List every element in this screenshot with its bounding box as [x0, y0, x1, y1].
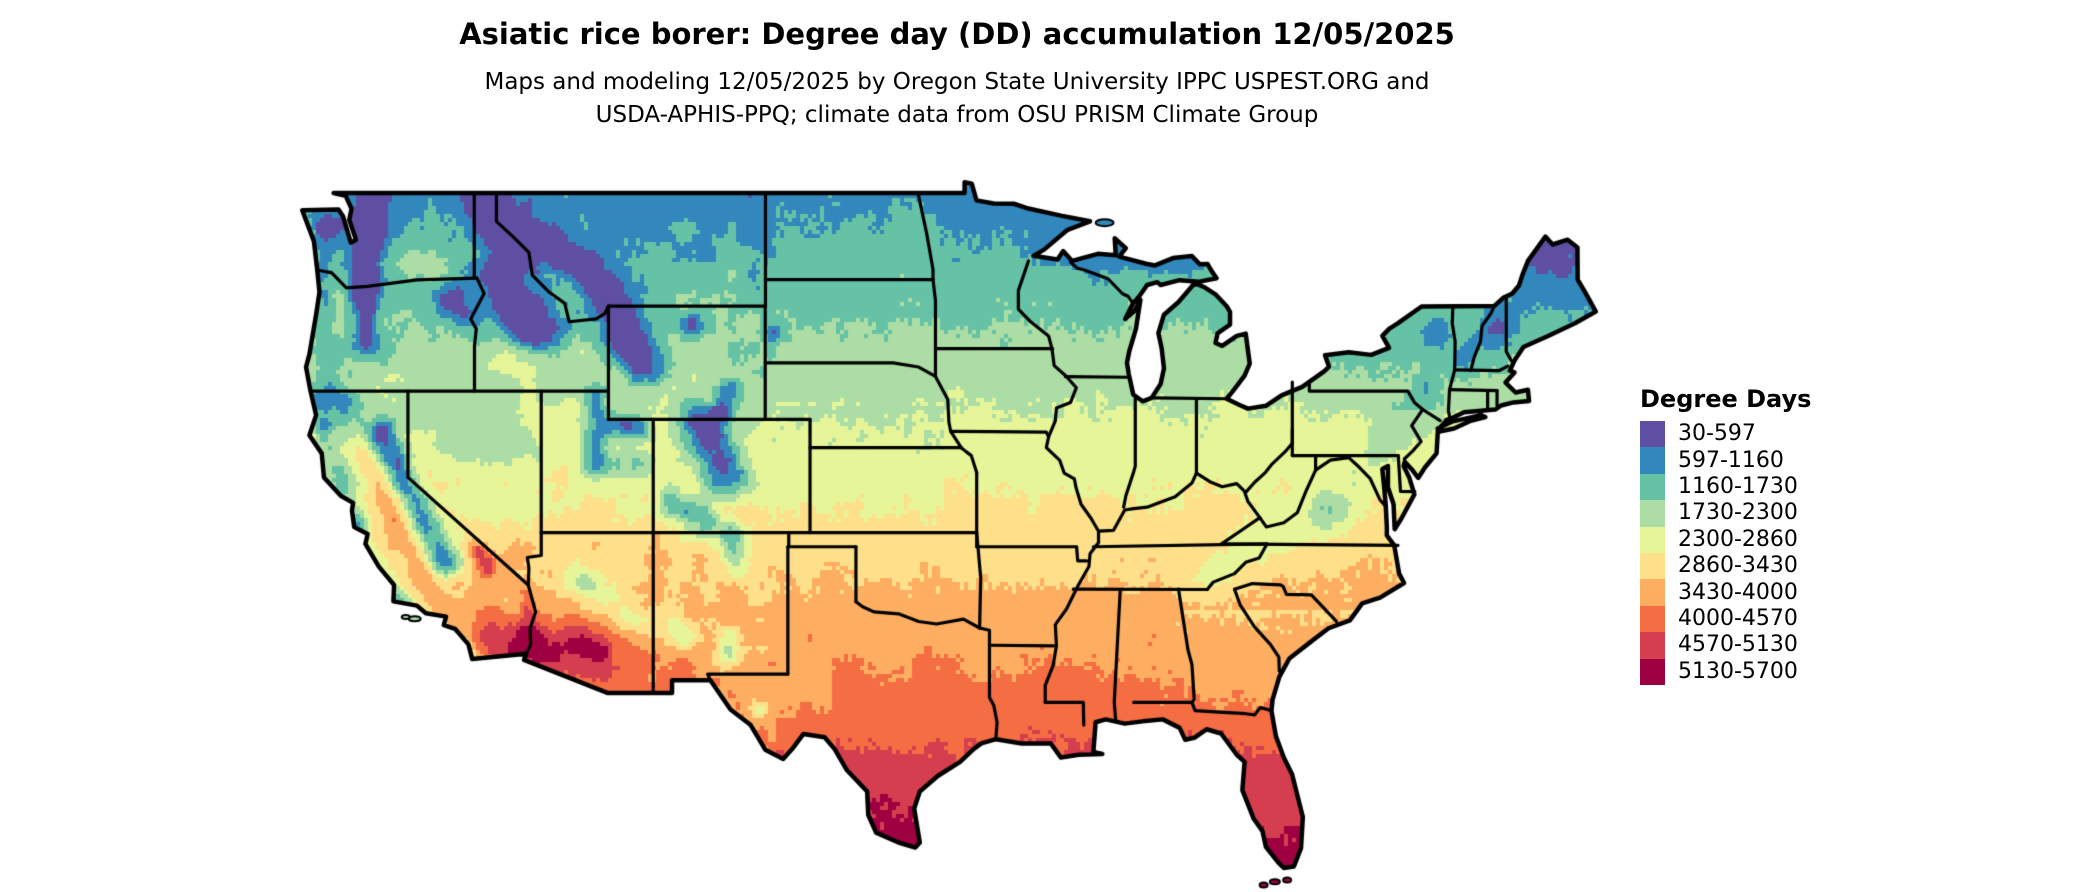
- legend-swatch: [1640, 526, 1665, 553]
- legend-item: 4000-4570: [1640, 605, 1880, 633]
- legend-label: 1160-1730: [1678, 473, 1798, 499]
- legend-label: 2860-3430: [1678, 553, 1798, 579]
- legend-label: 4570-5130: [1678, 632, 1798, 658]
- subtitle-line-1: Maps and modeling 12/05/2025 by Oregon S…: [484, 69, 1430, 95]
- legend-swatch: [1640, 421, 1665, 448]
- legend-items: 30-597 597-1160 1160-1730 1730-2300 2300-286…: [1640, 421, 1880, 685]
- legend-label: 1730-2300: [1678, 500, 1798, 526]
- subtitle-line-2: USDA-APHIS-PPQ; climate data from OSU PR…: [595, 102, 1319, 128]
- legend-swatch: [1640, 632, 1665, 659]
- legend-item: 5130-5700: [1640, 658, 1880, 685]
- legend: Degree Days 30-597 597-1160 1160-1730 1730-…: [1640, 386, 1880, 685]
- legend-item: 1730-2300: [1640, 500, 1880, 527]
- legend-label: 2300-2860: [1678, 526, 1798, 552]
- map-header: Asiatic rice borer: Degree day (DD) accu…: [0, 16, 1914, 132]
- legend-item: 4570-5130: [1640, 632, 1880, 659]
- legend-swatch: [1640, 605, 1665, 633]
- legend-label: 4000-4570: [1678, 605, 1798, 631]
- us-degree-day-map: [288, 174, 1614, 892]
- legend-label: 597-1160: [1678, 447, 1784, 473]
- page-title: Asiatic rice borer: Degree day (DD) accu…: [459, 17, 1455, 51]
- legend-swatch: [1640, 579, 1665, 606]
- legend-item: 3430-4000: [1640, 579, 1880, 606]
- legend-item: 2300-2860: [1640, 526, 1880, 553]
- legend-swatch: [1640, 552, 1665, 580]
- legend-label: 5130-5700: [1678, 658, 1798, 684]
- legend-swatch: [1640, 658, 1665, 685]
- legend-swatch: [1640, 473, 1665, 501]
- legend-swatch: [1640, 447, 1665, 474]
- legend-item: 30-597: [1640, 421, 1880, 448]
- legend-swatch: [1640, 500, 1665, 527]
- legend-label: 3430-4000: [1678, 579, 1798, 605]
- legend-item: 2860-3430: [1640, 552, 1880, 580]
- legend-item: 597-1160: [1640, 447, 1880, 474]
- page-subtitle: Maps and modeling 12/05/2025 by Oregon S…: [0, 66, 1914, 132]
- legend-title: Degree Days: [1640, 385, 1812, 413]
- legend-item: 1160-1730: [1640, 473, 1880, 501]
- legend-label: 30-597: [1678, 421, 1756, 447]
